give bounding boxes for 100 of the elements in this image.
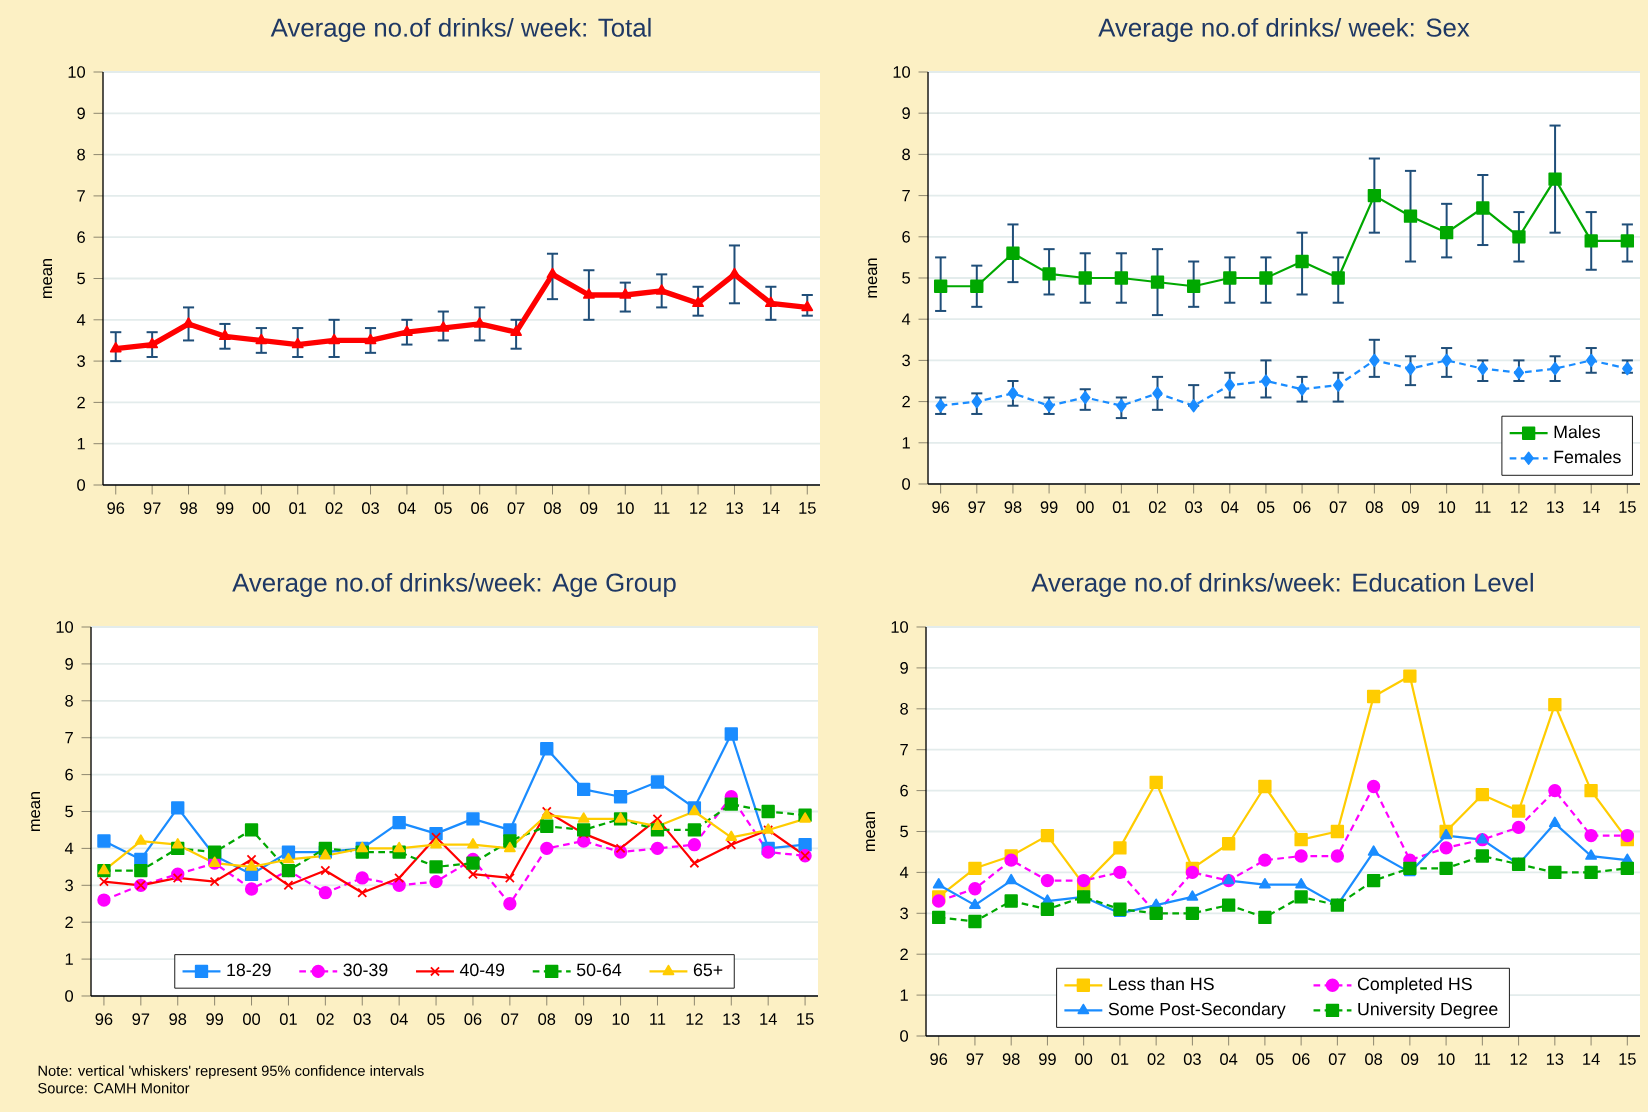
x-tick-label: 00: [1076, 501, 1094, 513]
y-tick-label: 0: [902, 478, 911, 490]
y-tick-label: 7: [900, 744, 908, 756]
x-tick-label: 09: [1401, 1053, 1419, 1065]
x-tick-label: 99: [206, 1013, 223, 1025]
y-tick-label: 8: [77, 148, 85, 161]
y-axis-title: mean: [866, 812, 876, 851]
y-tick-label: 7: [902, 189, 910, 202]
x-tick-label: 05: [434, 502, 452, 514]
x-tick-label: 11: [650, 1013, 666, 1025]
y-tick-label: 4: [64, 842, 74, 855]
x-tick-label: 08: [1365, 1053, 1383, 1065]
x-tick-label: 96: [95, 1013, 113, 1025]
x-tick-label: 05: [1257, 501, 1275, 513]
y-tick-label: 9: [900, 662, 908, 674]
legend-label: 50-64: [576, 963, 622, 977]
x-tick-label: 08: [538, 1013, 556, 1025]
x-tick-label: 98: [169, 1013, 187, 1025]
chart-title: Average no.of drinks/week: Education Level: [1031, 572, 1533, 597]
x-tick-label: 09: [575, 1013, 593, 1025]
x-tick-label: 03: [362, 502, 379, 514]
x-tick-label: 00: [1075, 1053, 1093, 1065]
x-tick-label: 15: [799, 502, 816, 514]
y-tick-label: 5: [77, 272, 85, 285]
x-tick-label: 10: [1438, 501, 1456, 513]
x-tick-label: 96: [932, 501, 950, 513]
x-tick-label: 06: [464, 1013, 482, 1025]
x-tick-label: 01: [279, 1013, 297, 1025]
x-tick-label: 10: [1438, 1053, 1455, 1065]
x-tick-label: 08: [1365, 501, 1383, 513]
legend-label: 18-29: [227, 963, 271, 977]
y-tick-label: 1: [65, 953, 73, 965]
x-tick-label: 97: [143, 502, 161, 514]
y-tick-label: 3: [900, 907, 908, 920]
chart-title: Average no.of drinks/ week: Total: [270, 17, 651, 42]
y-tick-label: 0: [65, 990, 74, 1002]
x-tick-label: 14: [762, 502, 780, 514]
x-tick-label: 99: [216, 502, 234, 514]
x-tick-label: 07: [507, 502, 525, 514]
chart-title: Average no.of drinks/week: Age Group: [232, 572, 676, 597]
y-tick-label: 10: [56, 621, 74, 633]
legend-label: University Degree: [1358, 1002, 1498, 1019]
x-tick-label: 98: [1002, 1053, 1020, 1065]
y-axis-title: mean: [868, 258, 878, 298]
x-tick-label: 10: [617, 502, 634, 514]
chart-title: Average no.of drinks/ week: Sex: [1098, 17, 1470, 42]
x-tick-label: 06: [471, 502, 489, 514]
y-tick-label: 2: [902, 395, 910, 408]
x-tick-label: 13: [1547, 501, 1564, 513]
y-tick-label: 3: [77, 355, 85, 367]
x-tick-label: 04: [1220, 1053, 1238, 1065]
y-tick-label: 3: [65, 879, 73, 892]
x-tick-label: 97: [968, 501, 986, 513]
x-tick-label: 05: [1256, 1053, 1274, 1065]
legend-label: Less than HS: [1109, 977, 1214, 991]
legend-label: Females: [1554, 450, 1621, 464]
x-tick-label: 01: [289, 502, 307, 514]
y-tick-label: 7: [77, 190, 85, 202]
x-tick-label: 12: [1511, 501, 1528, 513]
y-tick-label: 9: [902, 107, 910, 120]
y-tick-label: 6: [900, 784, 908, 797]
x-tick-label: 99: [1039, 1053, 1056, 1065]
y-tick-label: 6: [65, 768, 73, 781]
x-tick-label: 07: [501, 1013, 519, 1025]
y-tick-label: 0: [900, 1030, 909, 1042]
x-tick-label: 07: [1329, 501, 1347, 513]
legend-label: 40-49: [459, 963, 505, 977]
y-tick-label: 1: [77, 438, 85, 450]
y-tick-label: 3: [902, 354, 910, 367]
x-tick-label: 14: [760, 1013, 777, 1025]
y-tick-label: 5: [900, 825, 908, 838]
y-axis-title: mean: [31, 792, 41, 831]
legend-label: Some Post-Secondary: [1108, 1002, 1286, 1019]
x-tick-label: 06: [1293, 501, 1311, 513]
x-tick-label: 98: [1004, 501, 1022, 513]
y-tick-label: 1: [902, 437, 910, 449]
x-tick-label: 04: [1221, 501, 1239, 513]
y-tick-label: 0: [77, 479, 86, 491]
legend-label: 30-39: [343, 963, 388, 977]
y-tick-label: 4: [899, 866, 909, 879]
x-tick-label: 96: [107, 502, 125, 514]
y-tick-label: 5: [902, 272, 910, 284]
x-tick-label: 14: [1583, 501, 1600, 513]
x-tick-label: 07: [1328, 1053, 1346, 1065]
y-tick-label: 9: [77, 107, 85, 120]
x-tick-label: 12: [690, 502, 707, 514]
y-tick-label: 10: [68, 66, 86, 78]
x-tick-label: 97: [132, 1013, 150, 1025]
legend-label: Completed HS: [1357, 977, 1472, 994]
y-tick-label: 10: [893, 66, 911, 78]
legend-label: Males: [1554, 425, 1600, 439]
x-tick-label: 04: [398, 502, 416, 514]
x-tick-label: 15: [1619, 1053, 1636, 1065]
y-tick-label: 8: [65, 694, 73, 707]
y-tick-label: 2: [900, 948, 908, 960]
y-tick-label: 2: [65, 916, 73, 928]
x-tick-label: 02: [316, 1013, 334, 1025]
x-tick-label: 15: [1619, 501, 1636, 513]
x-tick-label: 00: [252, 502, 270, 514]
x-tick-label: 00: [243, 1013, 261, 1025]
